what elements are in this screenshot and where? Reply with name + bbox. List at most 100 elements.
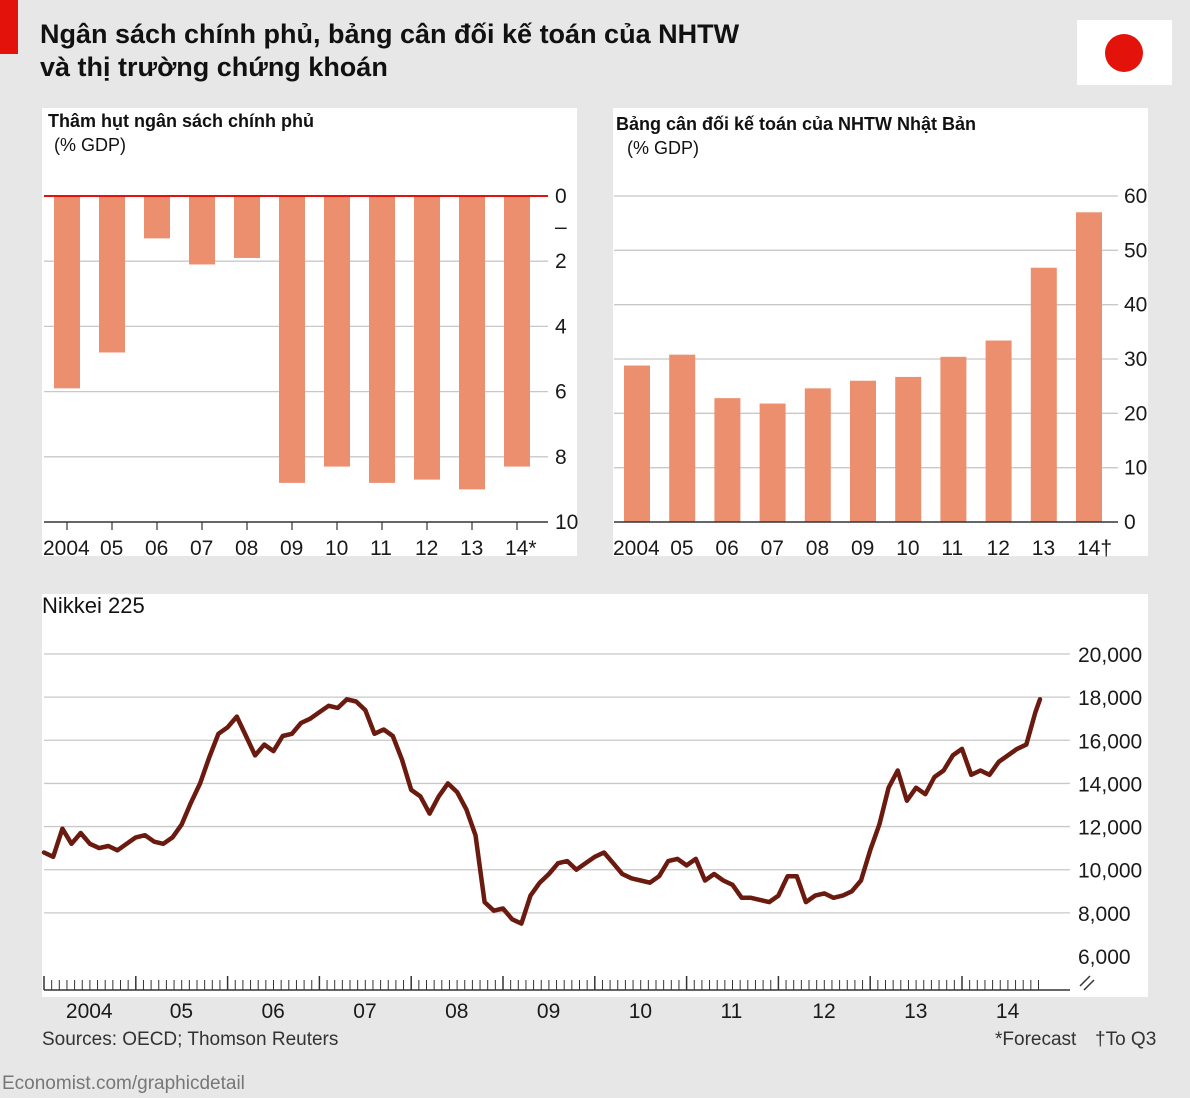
nikkei-series-line [41, 697, 1043, 926]
y-tick-label: 10,000 [1078, 860, 1142, 883]
x-tick-label: 09 [280, 537, 303, 560]
bar [850, 380, 876, 522]
y-tick-label: 12,000 [1078, 817, 1142, 840]
y-tick-label: 20 [1124, 402, 1147, 425]
nikkei-chart-title: Nikkei 225 [42, 593, 145, 618]
y-tick-label: 4 [555, 315, 567, 338]
bar [459, 196, 485, 490]
bar [189, 196, 215, 265]
bar [669, 354, 696, 522]
bar [985, 340, 1012, 522]
x-tick-label: 11 [370, 537, 392, 560]
x-tick-label: 2004 [43, 537, 90, 560]
bar [414, 196, 440, 480]
x-tick-label: 07 [353, 1000, 376, 1023]
y-tick-label: 6 [555, 381, 567, 404]
x-tick-label: 05 [670, 537, 693, 560]
x-tick-label: 07 [761, 537, 784, 560]
x-tick-label: 08 [806, 537, 829, 560]
y-tick-label: 20,000 [1078, 644, 1142, 667]
boj-chart-title: Bảng cân đối kế toán của NHTW Nhật Bản [616, 114, 977, 134]
y-tick-label: 10 [555, 511, 578, 534]
y-tick-label: 0 [1124, 511, 1136, 534]
bar [144, 196, 170, 239]
x-tick-label: 11 [721, 1000, 743, 1023]
bar [369, 196, 395, 483]
bar [324, 196, 350, 467]
x-tick-label: 13 [1032, 537, 1055, 560]
x-tick-label: 10 [325, 537, 348, 560]
x-tick-label: 12 [987, 537, 1010, 560]
bar [504, 196, 530, 467]
page-title-line2: và thị trường chứng khoán [40, 52, 388, 82]
bar [624, 365, 650, 522]
forecast-note: *Forecast [995, 1029, 1077, 1050]
x-tick-label: 06 [715, 537, 738, 560]
bar [804, 388, 831, 522]
x-tick-label: 05 [170, 1000, 193, 1023]
nikkei-chart-panel [42, 594, 1148, 997]
bar [895, 376, 922, 522]
x-tick-label: 10 [896, 537, 919, 560]
bar [714, 398, 741, 522]
y-tick-label: 8 [555, 446, 567, 469]
y-tick-label: 10 [1124, 457, 1147, 480]
x-tick-label: 14 [996, 1000, 1020, 1023]
y-tick-label: 16,000 [1078, 730, 1142, 753]
x-tick-label: 13 [460, 537, 483, 560]
y-tick-label: 60 [1124, 185, 1147, 208]
q3-note: †To Q3 [1095, 1029, 1157, 1050]
y-tick-label: 14,000 [1078, 773, 1142, 796]
red-accent-tab [0, 0, 18, 54]
boj-chart-unit: (% GDP) [627, 138, 699, 158]
bar [759, 403, 786, 522]
x-tick-label: 2004 [66, 1000, 113, 1023]
x-tick-label: 09 [537, 1000, 560, 1023]
bar [234, 196, 260, 258]
x-tick-label: 08 [445, 1000, 468, 1023]
y-tick-label: 40 [1124, 294, 1147, 317]
y-tick-label: 6,000 [1078, 946, 1131, 969]
y-tick-label: 2 [555, 250, 567, 273]
bar [99, 196, 125, 353]
axis-break-icon [1079, 975, 1095, 991]
y-tick-minus: – [555, 216, 567, 239]
x-tick-label: 06 [145, 537, 168, 560]
x-tick-label: 14* [505, 537, 537, 560]
x-tick-label: 2004 [613, 537, 660, 560]
deficit-chart-title: Thâm hụt ngân sách chính phủ [48, 111, 315, 131]
deficit-chart-unit: (% GDP) [54, 135, 126, 155]
page-title-line1: Ngân sách chính phủ, bảng cân đối kế toá… [40, 19, 740, 49]
x-tick-label: 06 [262, 1000, 285, 1023]
bar [279, 196, 305, 483]
y-tick-label: 18,000 [1078, 687, 1142, 710]
deficit-chart-panel [42, 108, 577, 556]
bar [1076, 212, 1102, 523]
x-tick-label: 13 [904, 1000, 927, 1023]
x-tick-label: 14† [1077, 537, 1112, 560]
y-tick-label: 50 [1124, 239, 1147, 262]
x-tick-label: 09 [851, 537, 874, 560]
boj-chart-panel [613, 108, 1148, 556]
bar [1030, 267, 1057, 522]
japan-flag-icon [1077, 20, 1172, 85]
x-tick-label: 11 [941, 537, 963, 560]
x-tick-label: 10 [629, 1000, 652, 1023]
sources-note: Sources: OECD; Thomson Reuters [42, 1029, 339, 1050]
flag-disc [1105, 34, 1143, 72]
y-tick-label: 8,000 [1078, 903, 1131, 926]
x-tick-label: 07 [190, 537, 213, 560]
y-tick-label: 30 [1124, 348, 1147, 371]
x-tick-label: 12 [415, 537, 438, 560]
credit-link[interactable]: Economist.com/graphicdetail [2, 1073, 245, 1094]
x-tick-label: 05 [100, 537, 123, 560]
x-tick-label: 08 [235, 537, 258, 560]
x-tick-label: 12 [812, 1000, 835, 1023]
bar [54, 196, 80, 389]
y-tick-label: 0 [555, 185, 567, 208]
page-title: Ngân sách chính phủ, bảng cân đối kế toá… [40, 18, 739, 84]
bar [940, 356, 967, 522]
